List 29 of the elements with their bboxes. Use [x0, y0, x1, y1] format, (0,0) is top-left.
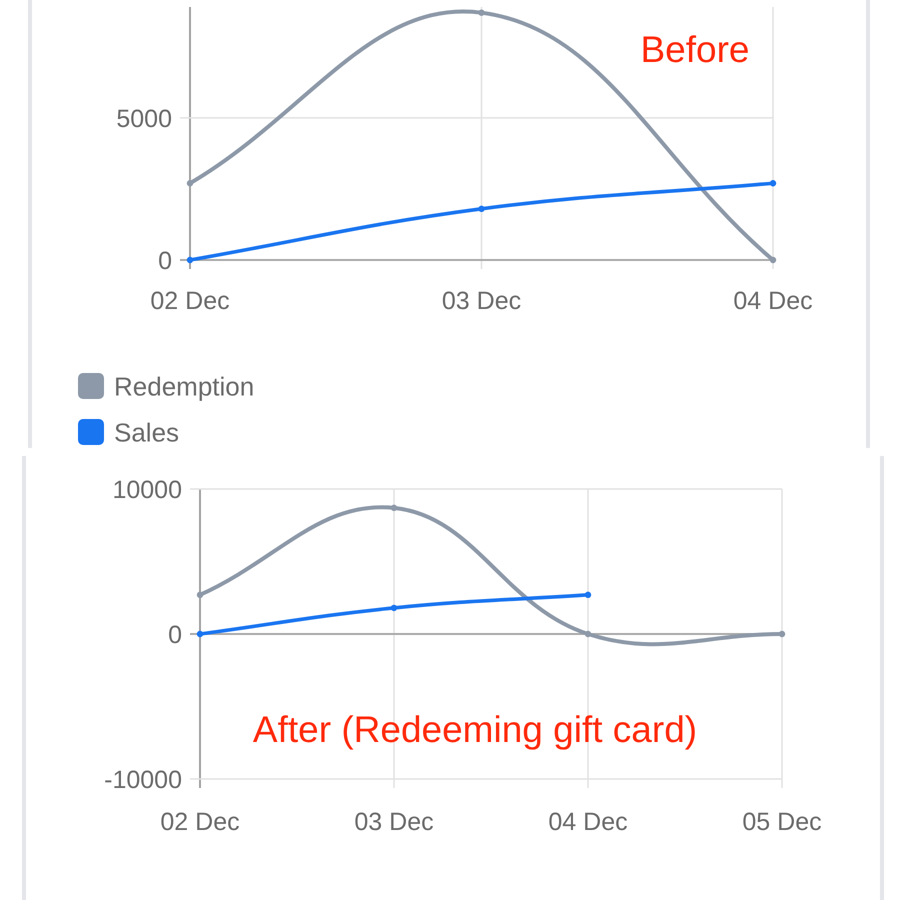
point: [584, 592, 592, 598]
x-tick-label: 04 Dec: [548, 808, 628, 836]
x-tick-label: 05 Dec: [742, 808, 822, 836]
point: [478, 206, 485, 212]
y-tick-label: 0: [158, 247, 172, 275]
point: [390, 504, 398, 512]
legend-label: Sales: [114, 417, 180, 448]
point: [196, 592, 204, 598]
legend-label: Redemption: [114, 371, 254, 402]
x-tick-label: 04 Dec: [733, 287, 813, 315]
y-tick-label: 10000: [112, 476, 182, 504]
y-tick-label: 0: [168, 621, 182, 649]
point: [770, 256, 776, 264]
point: [186, 180, 194, 186]
x-tick-label: 02 Dec: [150, 287, 230, 315]
point: [186, 256, 194, 264]
point: [770, 180, 776, 186]
point: [778, 630, 786, 638]
y-tick-label: -10000: [104, 766, 182, 794]
x-tick-label: 02 Dec: [160, 808, 240, 836]
x-tick-label: 03 Dec: [442, 287, 522, 315]
text: After (Redeeming gift card): [252, 709, 698, 750]
point: [478, 9, 485, 16]
point: [390, 604, 398, 612]
text: Before: [640, 29, 750, 70]
y-tick-label: 5000: [116, 104, 172, 133]
x-tick-label: 03 Dec: [354, 808, 434, 836]
point: [584, 630, 592, 638]
point: [196, 630, 204, 638]
